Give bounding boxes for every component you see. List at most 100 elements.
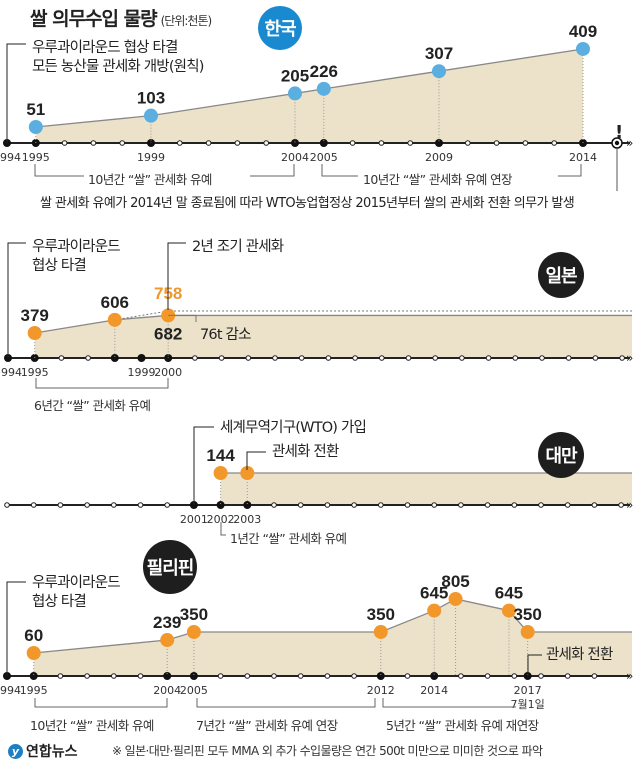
value-label: 805: [441, 572, 469, 591]
value-label: 226: [310, 62, 338, 81]
tick-mark: [263, 140, 270, 146]
reduction-leader: [168, 314, 197, 322]
area-fill: [34, 315, 632, 358]
tick-mark: [137, 673, 144, 679]
data-point: [501, 603, 516, 618]
value-label: 645: [420, 584, 448, 603]
tick-mark: [271, 502, 277, 508]
tick-mark: [378, 502, 384, 508]
tick-mark: [404, 502, 411, 508]
tick-mark: [30, 502, 37, 508]
korea-start-line1: 우루과이라운드 협상 타결: [32, 40, 178, 56]
year-marker: [216, 501, 225, 509]
year-label: 2001: [180, 513, 208, 526]
year-label: 2009: [425, 151, 453, 164]
tariff-arrow: [527, 654, 542, 676]
tick-mark: [565, 355, 572, 361]
tick-mark: [90, 140, 97, 146]
end-marker-dot: [614, 140, 620, 146]
data-point: [432, 64, 446, 79]
year-label: 2014: [569, 151, 597, 164]
value-label: 60: [24, 626, 43, 645]
tick-mark: [192, 355, 198, 361]
tick-mark: [84, 502, 90, 508]
tick-mark: [245, 355, 252, 361]
tick-mark: [298, 355, 305, 361]
bracket-line: [382, 698, 516, 708]
year-label: 1994: [0, 684, 21, 697]
japan-early-annotation: 2년 조기 관세화: [192, 239, 284, 255]
data-point: [107, 312, 122, 327]
title-text: 쌀 의무수입 물량: [30, 8, 158, 30]
year-label: 2000: [154, 366, 182, 379]
korea-bracket-2: 10년간 “쌀” 관세화 유예 연장: [363, 172, 513, 187]
tick-mark: [177, 140, 183, 146]
tick-mark: [324, 502, 331, 508]
year-label: 2012: [367, 684, 395, 697]
year-marker: [137, 354, 146, 362]
year-marker: [430, 672, 439, 680]
tick-mark: [324, 673, 331, 679]
tick-mark: [538, 673, 544, 679]
data-point: [144, 108, 158, 123]
data-point: [213, 466, 228, 480]
value-label: 606: [101, 293, 129, 312]
axis-arrow-icon: »: [626, 136, 633, 150]
series-line: [35, 48, 584, 128]
value-label: 350: [367, 605, 395, 624]
tick-mark: [379, 355, 385, 361]
year-marker: [376, 672, 385, 680]
year-marker: [579, 139, 587, 147]
year-label: 1995: [22, 151, 50, 164]
japan-bracket: 6년간 “쌀” 관세화 유예: [34, 398, 151, 413]
tick-mark: [459, 355, 465, 361]
value-label: 682: [154, 324, 182, 343]
logo-icon: y: [8, 743, 23, 759]
korea-bracket-1: 10년간 “쌀” 관세화 유예: [88, 172, 212, 187]
data-point: [448, 591, 463, 606]
taiwan-badge: 대만: [538, 432, 584, 478]
value-label: 239: [153, 613, 181, 632]
tick-mark: [485, 355, 492, 361]
philippines-start-annotation: 우루과이라운드 협상 타결: [32, 574, 121, 612]
data-point: [288, 86, 302, 101]
early-arrow: [167, 242, 186, 310]
philippines-tariff-annotation: 관세화 전환: [546, 647, 613, 663]
year-label: 2005: [180, 684, 208, 697]
tick-mark: [58, 355, 65, 361]
taiwan-tariff-annotation: 관세화 전환: [272, 444, 339, 460]
tick-mark: [297, 673, 304, 679]
japan-start-line1: 우루과이라운드: [32, 239, 121, 255]
tick-mark: [352, 355, 358, 361]
tick-mark: [57, 502, 64, 508]
japan-chart: »3796066827581994199519992000: [0, 242, 633, 389]
year-label: 2004: [153, 684, 181, 697]
tick-mark: [591, 502, 598, 508]
tick-mark: [484, 502, 491, 508]
tick-mark: [431, 502, 438, 508]
tick-mark: [111, 673, 117, 679]
year-label: 2017: [514, 684, 542, 697]
year-marker: [435, 139, 443, 147]
start-arrow: [6, 43, 26, 143]
value-label: 350: [513, 605, 541, 624]
bracket-line: [250, 164, 295, 177]
value-label: 645: [495, 584, 523, 603]
year-label: 2005: [310, 151, 338, 164]
area-fill: [33, 598, 632, 676]
tick-mark: [351, 502, 357, 508]
data-point: [160, 633, 175, 648]
year-label: 1994: [0, 366, 22, 379]
footer-note: ※ 일본·대만·필리핀 모두 MMA 외 추가 수입물량은 연간 500t 미만…: [112, 744, 543, 758]
data-point: [373, 624, 388, 639]
value-label: 103: [137, 89, 165, 108]
tick-mark: [619, 355, 625, 361]
axis-arrow-icon: »: [626, 669, 633, 683]
korea-end-mark: !: [615, 122, 624, 143]
tick-mark: [404, 673, 411, 679]
series-line: [34, 314, 632, 334]
yonhap-logo: y 연합뉴스: [8, 741, 78, 761]
value-label: 409: [569, 22, 597, 41]
